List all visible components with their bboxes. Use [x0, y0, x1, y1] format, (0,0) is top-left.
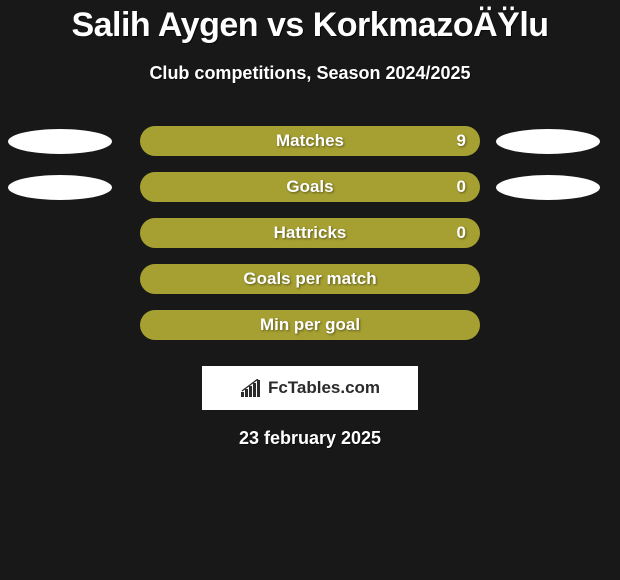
stat-bar: Goals 0 — [140, 172, 480, 202]
page-title: Salih Aygen vs KorkmazoÄŸlu — [0, 0, 620, 45]
stats-container: Matches 9 Goals 0 Hattricks 0 Goals per … — [0, 126, 620, 356]
stat-label: Hattricks — [274, 223, 347, 243]
stat-row: Matches 9 — [0, 126, 620, 172]
stat-row: Goals per match — [0, 264, 620, 310]
stat-label: Matches — [276, 131, 344, 151]
stat-bar: Hattricks 0 — [140, 218, 480, 248]
subtitle: Club competitions, Season 2024/2025 — [0, 63, 620, 84]
site-logo: FcTables.com — [202, 366, 418, 410]
stat-label: Min per goal — [260, 315, 360, 335]
player-left-marker — [8, 129, 112, 154]
stat-label: Goals — [286, 177, 333, 197]
stat-row: Goals 0 — [0, 172, 620, 218]
player-right-marker — [496, 129, 600, 154]
stat-value: 0 — [457, 172, 466, 202]
stat-bar: Matches 9 — [140, 126, 480, 156]
stat-row: Min per goal — [0, 310, 620, 356]
player-right-marker — [496, 175, 600, 200]
player-left-marker — [8, 175, 112, 200]
footer-date: 23 february 2025 — [0, 428, 620, 449]
stat-bar: Min per goal — [140, 310, 480, 340]
stat-row: Hattricks 0 — [0, 218, 620, 264]
stat-bar: Goals per match — [140, 264, 480, 294]
stat-value: 9 — [457, 126, 466, 156]
site-logo-text: FcTables.com — [268, 378, 380, 398]
stat-value: 0 — [457, 218, 466, 248]
stat-label: Goals per match — [243, 269, 376, 289]
bar-chart-icon — [240, 379, 262, 397]
